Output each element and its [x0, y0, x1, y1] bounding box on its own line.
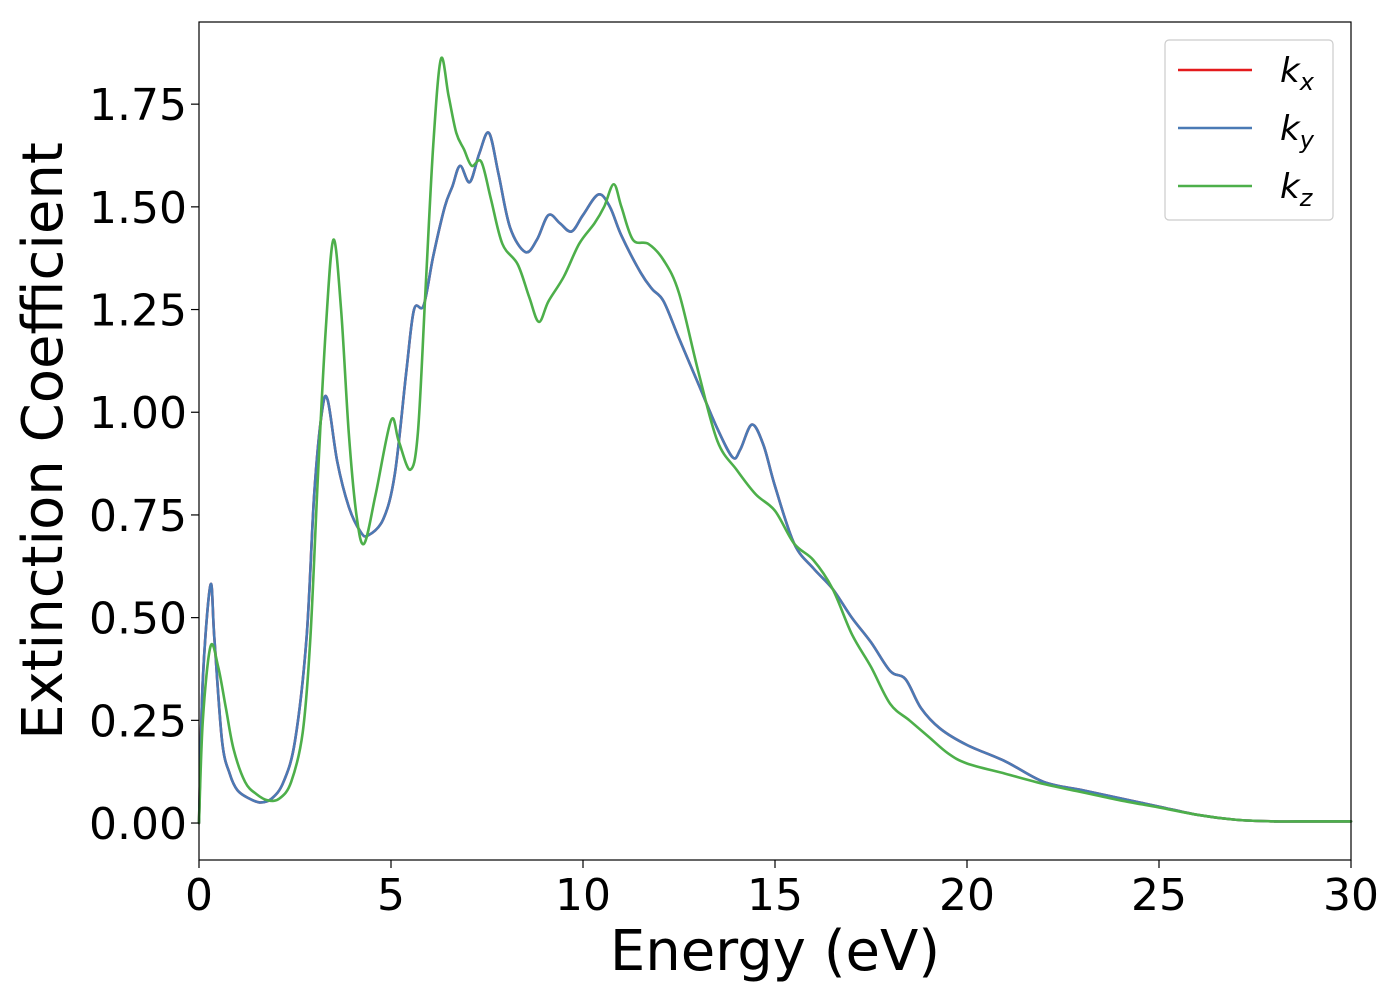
- legend-label-kz: kz: [1280, 167, 1314, 212]
- series-line-ky: [197, 131, 1353, 825]
- x-tick-label: 25: [1131, 870, 1187, 921]
- legend-label-subscript: x: [1299, 68, 1315, 96]
- legend-label-subscript: z: [1299, 184, 1314, 212]
- y-tick-label: 0.00: [89, 799, 187, 850]
- y-axis-label: Extinction Coefficient: [11, 142, 76, 740]
- y-tick-label: 1.25: [89, 286, 187, 337]
- x-tick-label: 30: [1323, 870, 1379, 921]
- legend-label-main: k: [1280, 51, 1301, 91]
- plot-area: [199, 22, 1351, 860]
- x-tick-label: 15: [747, 870, 803, 921]
- series-line-kz: [197, 56, 1353, 825]
- x-axis-label: Energy (eV): [610, 919, 940, 984]
- legend-frame: [1164, 39, 1334, 221]
- legend-label-main: k: [1280, 167, 1301, 207]
- legend-label-subscript: y: [1299, 126, 1315, 154]
- x-tick-label: 10: [555, 870, 611, 921]
- legend-label-main: k: [1280, 109, 1301, 149]
- x-axis-ticks: 0 5 10 15 20 25 30: [185, 860, 1379, 921]
- y-axis-ticks: 0.00 0.25 0.50 0.75 1.00 1.25 1.50 1.75: [89, 80, 199, 850]
- legend-label-kx: kx: [1280, 51, 1315, 96]
- y-tick-label: 1.75: [89, 80, 187, 131]
- x-tick-label: 5: [377, 870, 405, 921]
- legend-label-ky: ky: [1280, 109, 1315, 154]
- x-tick-label: 0: [185, 870, 213, 921]
- y-tick-label: 0.75: [89, 491, 187, 542]
- y-tick-label: 1.50: [89, 183, 187, 234]
- y-tick-label: 0.25: [89, 696, 187, 747]
- y-tick-label: 0.50: [89, 594, 187, 645]
- x-tick-label: 20: [939, 870, 995, 921]
- series-layer: [197, 56, 1353, 825]
- y-tick-label: 1.00: [89, 388, 187, 439]
